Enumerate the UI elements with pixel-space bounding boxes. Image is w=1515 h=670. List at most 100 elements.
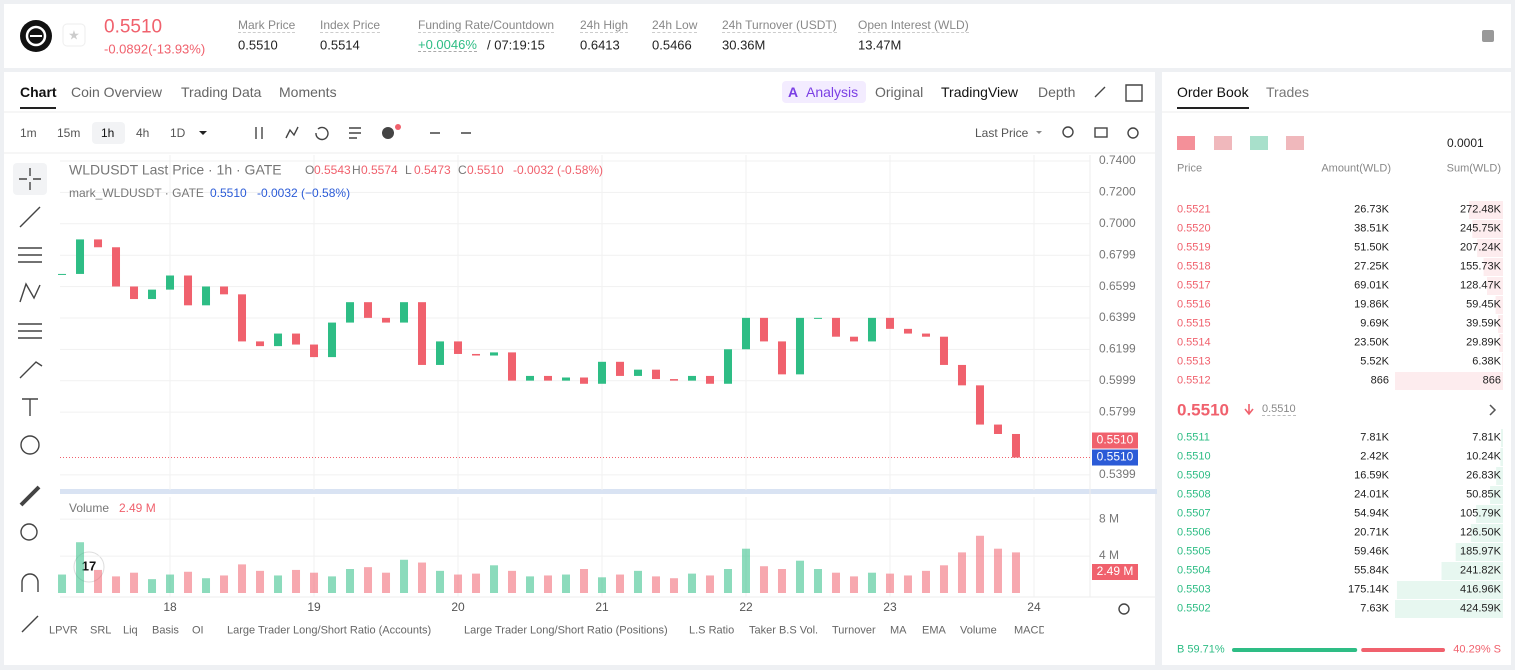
indicator-item[interactable]: SRL: [90, 624, 112, 637]
toolbar-icons[interactable]: [255, 126, 471, 141]
book-price[interactable]: 0.5511: [1177, 431, 1210, 444]
book-amount: 59.46K: [1354, 545, 1389, 558]
stat-value: 13.47M: [858, 37, 902, 53]
tool-selected[interactable]: [13, 163, 47, 195]
emoji-tool[interactable]: [20, 435, 40, 455]
candle-body: [544, 375, 553, 381]
y-tick-label: 0.7000: [1099, 216, 1136, 230]
book-price[interactable]: 0.5504: [1177, 564, 1211, 577]
crosshair-tool[interactable]: [19, 168, 41, 190]
indicator-dot: [395, 124, 401, 130]
hline-tool[interactable]: [18, 247, 42, 263]
indicator-item[interactable]: Large Trader Long/Short Ratio (Positions…: [464, 624, 668, 637]
candle-body: [184, 275, 193, 306]
settings-icon[interactable]: [1127, 127, 1139, 139]
fib-tool[interactable]: [18, 323, 42, 339]
volume-bar: [130, 572, 139, 593]
favorite[interactable]: [62, 23, 86, 47]
y-tick-label: 0.6799: [1099, 247, 1136, 261]
book-price[interactable]: 0.5509: [1177, 469, 1211, 482]
interval[interactable]: 1h: [101, 126, 115, 140]
indicator-item[interactable]: Taker B.S Vol.: [749, 624, 819, 637]
header-icon[interactable]: [1482, 30, 1494, 42]
book-price[interactable]: 0.5521: [1177, 203, 1211, 216]
book-price[interactable]: 0.5519: [1177, 241, 1211, 254]
pencil-tool[interactable]: [21, 615, 39, 633]
indicator-item[interactable]: Large Trader Long/Short Ratio (Accounts): [227, 624, 432, 637]
chart-settings-icon[interactable]: [1118, 603, 1130, 615]
volume-bar: [364, 567, 373, 593]
candle-body: [849, 336, 858, 342]
camera-icon[interactable]: [1094, 127, 1108, 138]
indicator-item[interactable]: MACD: [1014, 625, 1044, 637]
view-tab[interactable]: Analysis: [806, 84, 859, 100]
analysis-pill: [782, 81, 866, 103]
chart-tab[interactable]: Chart: [20, 84, 57, 100]
candle-body: [148, 289, 157, 300]
volume-bar: [562, 574, 571, 593]
panel-icons[interactable]: [1094, 84, 1143, 102]
line-tool[interactable]: [19, 206, 41, 228]
book-mode-icon[interactable]: [1214, 136, 1232, 150]
book-mode-icon[interactable]: [1250, 136, 1268, 150]
book-price[interactable]: 0.5518: [1177, 260, 1211, 273]
volume-bar: [921, 570, 930, 593]
interval[interactable]: 1D: [170, 126, 186, 140]
candle-body: [651, 369, 660, 380]
indicator-item[interactable]: OI: [192, 624, 204, 637]
book-price[interactable]: 0.5513: [1177, 355, 1211, 368]
chart-tab[interactable]: Coin Overview: [71, 84, 163, 100]
volume-bar: [723, 569, 732, 593]
book-price[interactable]: 0.5502: [1177, 602, 1211, 615]
book-mode-icon[interactable]: [1177, 136, 1195, 150]
ruler-tool[interactable]: [19, 485, 41, 507]
indicator-item[interactable]: Turnover: [832, 624, 876, 637]
book-tab[interactable]: Order Book: [1177, 84, 1249, 100]
price-type[interactable]: Last Price: [975, 126, 1029, 140]
book-price[interactable]: 0.5514: [1177, 336, 1211, 349]
book-price[interactable]: 0.5507: [1177, 507, 1211, 520]
book-price[interactable]: 0.5506: [1177, 526, 1211, 539]
zoom-tool[interactable]: [20, 523, 38, 541]
depth-bar: [1395, 600, 1503, 618]
book-price[interactable]: 0.5503: [1177, 583, 1211, 596]
indicator-add[interactable]: [382, 127, 394, 139]
book-price[interactable]: 0.5512: [1177, 374, 1211, 387]
book-amount: 54.94K: [1354, 507, 1389, 520]
interval[interactable]: 15m: [57, 126, 81, 140]
chart-tab[interactable]: Trading Data: [181, 84, 262, 100]
magnet-tool[interactable]: [21, 573, 39, 592]
indicator-item[interactable]: Liq: [123, 624, 138, 637]
dropdown-arrow: [1036, 131, 1042, 134]
search-icon[interactable]: [1062, 126, 1074, 138]
brush-tool[interactable]: [19, 361, 43, 379]
stat-value: 30.36M: [722, 37, 766, 53]
indicator-item[interactable]: EMA: [922, 624, 946, 637]
book-price[interactable]: 0.5515: [1177, 317, 1211, 330]
pattern-tool[interactable]: [19, 282, 41, 303]
indicator-item[interactable]: LPVR: [49, 624, 78, 637]
indicator-item[interactable]: L.S Ratio: [689, 624, 735, 637]
book-price[interactable]: 0.5517: [1177, 279, 1211, 292]
view-tab[interactable]: Original: [875, 84, 924, 100]
book-mode-icon[interactable]: [1286, 136, 1304, 150]
book-amount: 175.14K: [1348, 583, 1389, 596]
chart-tab[interactable]: Moments: [279, 84, 337, 100]
indicator-item[interactable]: MA: [890, 624, 907, 637]
tv-logo-text: 17: [82, 558, 96, 573]
indicator-item[interactable]: Volume: [960, 624, 997, 637]
view-tab[interactable]: TradingView: [941, 84, 1019, 100]
text-tool[interactable]: [22, 398, 38, 416]
indicator-item[interactable]: Basis: [152, 624, 179, 637]
volume-bar: [651, 576, 660, 593]
view-tab[interactable]: Depth: [1038, 84, 1076, 100]
book-price[interactable]: 0.5505: [1177, 545, 1211, 558]
interval[interactable]: 1m: [20, 126, 37, 140]
book-price[interactable]: 0.5520: [1177, 222, 1211, 235]
book-tab[interactable]: Trades: [1266, 84, 1310, 100]
book-price[interactable]: 0.5508: [1177, 488, 1211, 501]
book-price[interactable]: 0.5510: [1177, 450, 1211, 463]
precision[interactable]: 0.0001: [1447, 136, 1484, 150]
interval[interactable]: 4h: [136, 126, 150, 140]
book-price[interactable]: 0.5516: [1177, 298, 1211, 311]
